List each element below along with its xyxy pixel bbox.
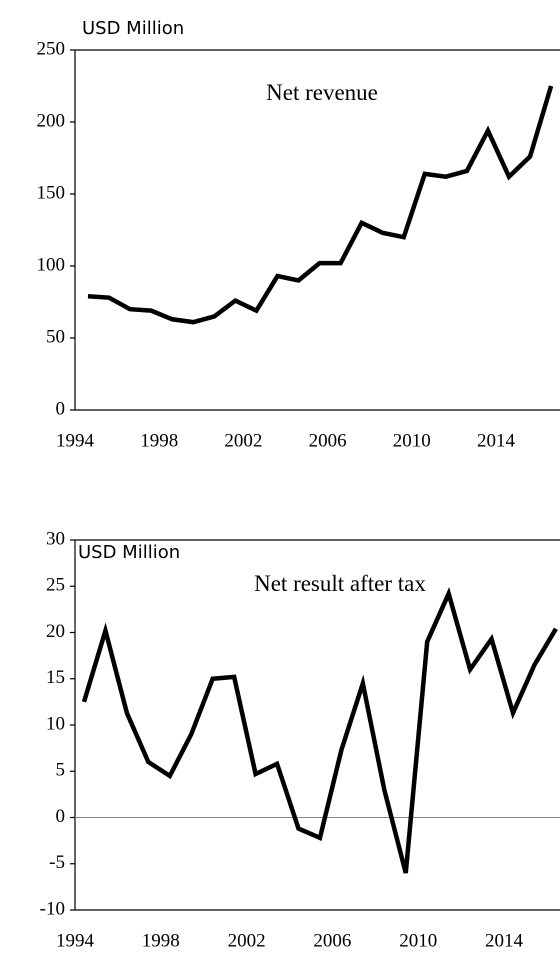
y-tick-label: 30 xyxy=(46,528,65,549)
y-tick-label: 150 xyxy=(37,182,66,203)
x-tick-label: 1994 xyxy=(56,430,95,451)
x-tick-label: 1998 xyxy=(140,430,178,451)
y-tick-label: 0 xyxy=(56,806,66,827)
x-tick-label: 1994 xyxy=(56,930,95,951)
y-tick-label: 100 xyxy=(37,254,66,275)
axis-unit: USD Million xyxy=(82,18,184,39)
y-tick-label: 20 xyxy=(46,621,65,642)
y-tick-label: 5 xyxy=(56,760,66,781)
chart: USD Million Net result after tax -10 -5 0 5 10… xyxy=(40,528,560,951)
x-tick-label: 2010 xyxy=(399,930,437,951)
y-tick-label: 0 xyxy=(56,398,66,419)
line-series xyxy=(87,85,554,325)
x-tick-label: 2002 xyxy=(224,430,262,451)
x-tick-label: 2014 xyxy=(477,430,516,451)
y-tick-label: 50 xyxy=(46,326,65,347)
chart-title: Net result after tax xyxy=(254,571,426,596)
y-tick-label: 200 xyxy=(37,110,66,131)
x-tick-label: 2002 xyxy=(228,930,266,951)
chart-title: Net revenue xyxy=(266,80,378,105)
x-tick-label: 2006 xyxy=(309,430,347,451)
y-tick-label: 15 xyxy=(46,667,65,688)
y-tick-label: 10 xyxy=(46,713,65,734)
x-tick-label: 2014 xyxy=(485,930,524,951)
x-tick-label: 2006 xyxy=(313,930,351,951)
line-series xyxy=(81,587,558,874)
y-tick-label: -5 xyxy=(49,852,65,873)
y-tick-label: -10 xyxy=(40,898,65,919)
axis-unit: USD Million xyxy=(78,542,180,563)
chart: USD Million Net revenue 0 50 100 150 200 250 199… xyxy=(37,18,560,451)
x-tick-label: 2010 xyxy=(393,430,431,451)
y-tick-label: 250 xyxy=(37,38,66,59)
y-tick-label: 25 xyxy=(46,575,65,596)
x-tick-label: 1998 xyxy=(142,930,180,951)
